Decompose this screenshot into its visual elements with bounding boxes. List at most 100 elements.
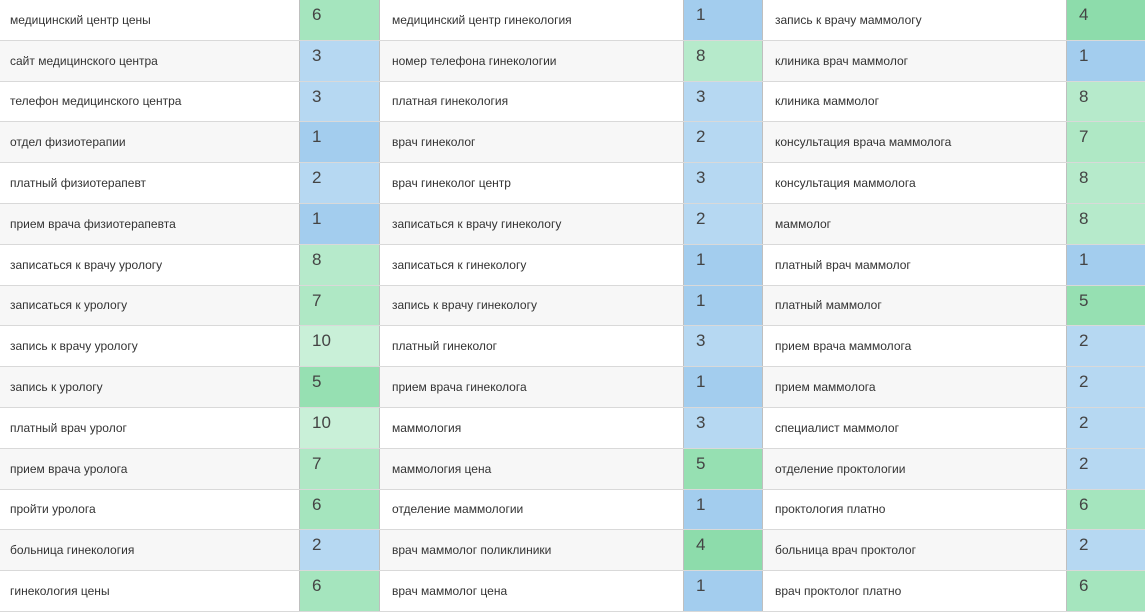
table-row: консультация врача маммолога 7 xyxy=(763,122,1145,164)
position-value-cell: 2 xyxy=(299,530,380,571)
position-value-cell: 3 xyxy=(683,407,763,448)
position-value-cell: 3 xyxy=(299,81,380,122)
keyword-cell: врач гинеколог центр xyxy=(380,163,683,203)
table-row: клиника маммолог 8 xyxy=(763,81,1145,123)
keyword-cell: прием врача маммолога xyxy=(763,326,1066,367)
keyword-cell: номер телефона гинекологии xyxy=(380,40,683,81)
position-value-cell: 8 xyxy=(299,244,380,285)
keyword-cell: отделение маммологии xyxy=(380,489,683,530)
table-row: маммолог 8 xyxy=(763,203,1145,245)
keyword-cell: сайт медицинского центра xyxy=(0,40,299,81)
position-value-cell: 2 xyxy=(1066,407,1145,448)
position-value-cell: 1 xyxy=(683,285,763,326)
position-value-cell: 1 xyxy=(683,489,763,530)
keyword-cell: консультация маммолога xyxy=(763,163,1066,203)
table-row: медицинский центр гинекология 1 xyxy=(380,0,763,41)
position-value-cell: 1 xyxy=(683,244,763,285)
position-value-cell: 1 xyxy=(683,367,763,407)
table-row: прием врача маммолога 2 xyxy=(763,326,1145,368)
table-row: запись к урологу 5 xyxy=(0,367,380,408)
keyword-cell: медицинский центр гинекология xyxy=(380,0,683,40)
keyword-cell: больница гинекология xyxy=(0,530,299,571)
table-row: запись к врачу гинекологу 1 xyxy=(380,285,763,327)
table-row: отделение маммологии 1 xyxy=(380,489,763,531)
keyword-cell: записаться к урологу xyxy=(0,285,299,326)
keyword-cell: платная гинекология xyxy=(380,81,683,122)
keyword-cell: записаться к врачу гинекологу xyxy=(380,203,683,244)
table-row: больница врач проктолог 2 xyxy=(763,530,1145,572)
keyword-cell: специалист маммолог xyxy=(763,407,1066,448)
position-value-cell: 8 xyxy=(1066,81,1145,122)
keyword-cell: врач маммолог поликлиники xyxy=(380,530,683,571)
table-row: платный физиотерапевт 2 xyxy=(0,163,380,204)
keyword-cell: записаться к врачу урологу xyxy=(0,244,299,285)
keyword-cell: клиника врач маммолог xyxy=(763,40,1066,81)
position-value-cell: 2 xyxy=(683,203,763,244)
keyword-cell: платный маммолог xyxy=(763,285,1066,326)
position-value-cell: 3 xyxy=(683,326,763,367)
table-row: платный врач маммолог 1 xyxy=(763,244,1145,286)
keyword-cell: врач маммолог цена xyxy=(380,571,683,611)
table-row: записаться к гинекологу 1 xyxy=(380,244,763,286)
position-value-cell: 2 xyxy=(1066,367,1145,407)
position-value-cell: 8 xyxy=(683,40,763,81)
table-row: записаться к врачу урологу 8 xyxy=(0,244,380,286)
keyword-cell: платный гинеколог xyxy=(380,326,683,367)
table-row: клиника врач маммолог 1 xyxy=(763,40,1145,82)
table-column-2: медицинский центр гинекология 1 номер теле… xyxy=(380,0,763,612)
table-row: специалист маммолог 2 xyxy=(763,407,1145,449)
table-row: пройти уролога 6 xyxy=(0,489,380,531)
keyword-cell: проктология платно xyxy=(763,489,1066,530)
position-value-cell: 5 xyxy=(683,448,763,489)
position-value-cell: 2 xyxy=(1066,530,1145,571)
table-row: запись к врачу маммологу 4 xyxy=(763,0,1145,41)
position-value-cell: 3 xyxy=(299,40,380,81)
position-value-cell: 4 xyxy=(683,530,763,571)
position-value-cell: 1 xyxy=(299,203,380,244)
keyword-cell: отдел физиотерапии xyxy=(0,122,299,163)
keyword-cell: больница врач проктолог xyxy=(763,530,1066,571)
table-row: врач маммолог поликлиники 4 xyxy=(380,530,763,572)
position-value-cell: 1 xyxy=(1066,244,1145,285)
table-row: врач проктолог платно 6 xyxy=(763,571,1145,612)
table-row: прием врача уролога 7 xyxy=(0,448,380,490)
table-row: отделение проктологии 2 xyxy=(763,448,1145,490)
position-value-cell: 6 xyxy=(299,0,380,40)
table-row: номер телефона гинекологии 8 xyxy=(380,40,763,82)
table-row: платная гинекология 3 xyxy=(380,81,763,123)
table-row: врач гинеколог 2 xyxy=(380,122,763,164)
table-row: сайт медицинского центра 3 xyxy=(0,40,380,82)
keyword-cell: гинекология цены xyxy=(0,571,299,611)
keyword-cell: платный физиотерапевт xyxy=(0,163,299,203)
keyword-cell: клиника маммолог xyxy=(763,81,1066,122)
position-value-cell: 1 xyxy=(1066,40,1145,81)
table-row: маммология цена 5 xyxy=(380,448,763,490)
keyword-cell: маммология цена xyxy=(380,448,683,489)
position-value-cell: 10 xyxy=(299,326,380,367)
table-row: платный гинеколог 3 xyxy=(380,326,763,368)
table-row: телефон медицинского центра 3 xyxy=(0,81,380,123)
position-value-cell: 7 xyxy=(1066,122,1145,163)
table-row: отдел физиотерапии 1 xyxy=(0,122,380,164)
position-value-cell: 2 xyxy=(1066,326,1145,367)
keyword-cell: маммология xyxy=(380,407,683,448)
table-row: прием маммолога 2 xyxy=(763,367,1145,408)
keyword-cell: запись к врачу гинекологу xyxy=(380,285,683,326)
keyword-cell: маммолог xyxy=(763,203,1066,244)
position-value-cell: 6 xyxy=(299,489,380,530)
table-row: записаться к врачу гинекологу 2 xyxy=(380,203,763,245)
table-row: записаться к урологу 7 xyxy=(0,285,380,327)
position-value-cell: 1 xyxy=(299,122,380,163)
keyword-cell: прием врача гинеколога xyxy=(380,367,683,407)
position-value-cell: 3 xyxy=(683,163,763,203)
keyword-cell: прием врача уролога xyxy=(0,448,299,489)
position-value-cell: 5 xyxy=(299,367,380,407)
position-value-cell: 8 xyxy=(1066,163,1145,203)
keyword-cell: врач проктолог платно xyxy=(763,571,1066,611)
table-row: прием врача физиотерапевта 1 xyxy=(0,203,380,245)
table-row: проктология платно 6 xyxy=(763,489,1145,531)
keyword-cell: отделение проктологии xyxy=(763,448,1066,489)
table-row: врач маммолог цена 1 xyxy=(380,571,763,612)
table-row: платный врач уролог 10 xyxy=(0,407,380,449)
position-value-cell: 2 xyxy=(299,163,380,203)
